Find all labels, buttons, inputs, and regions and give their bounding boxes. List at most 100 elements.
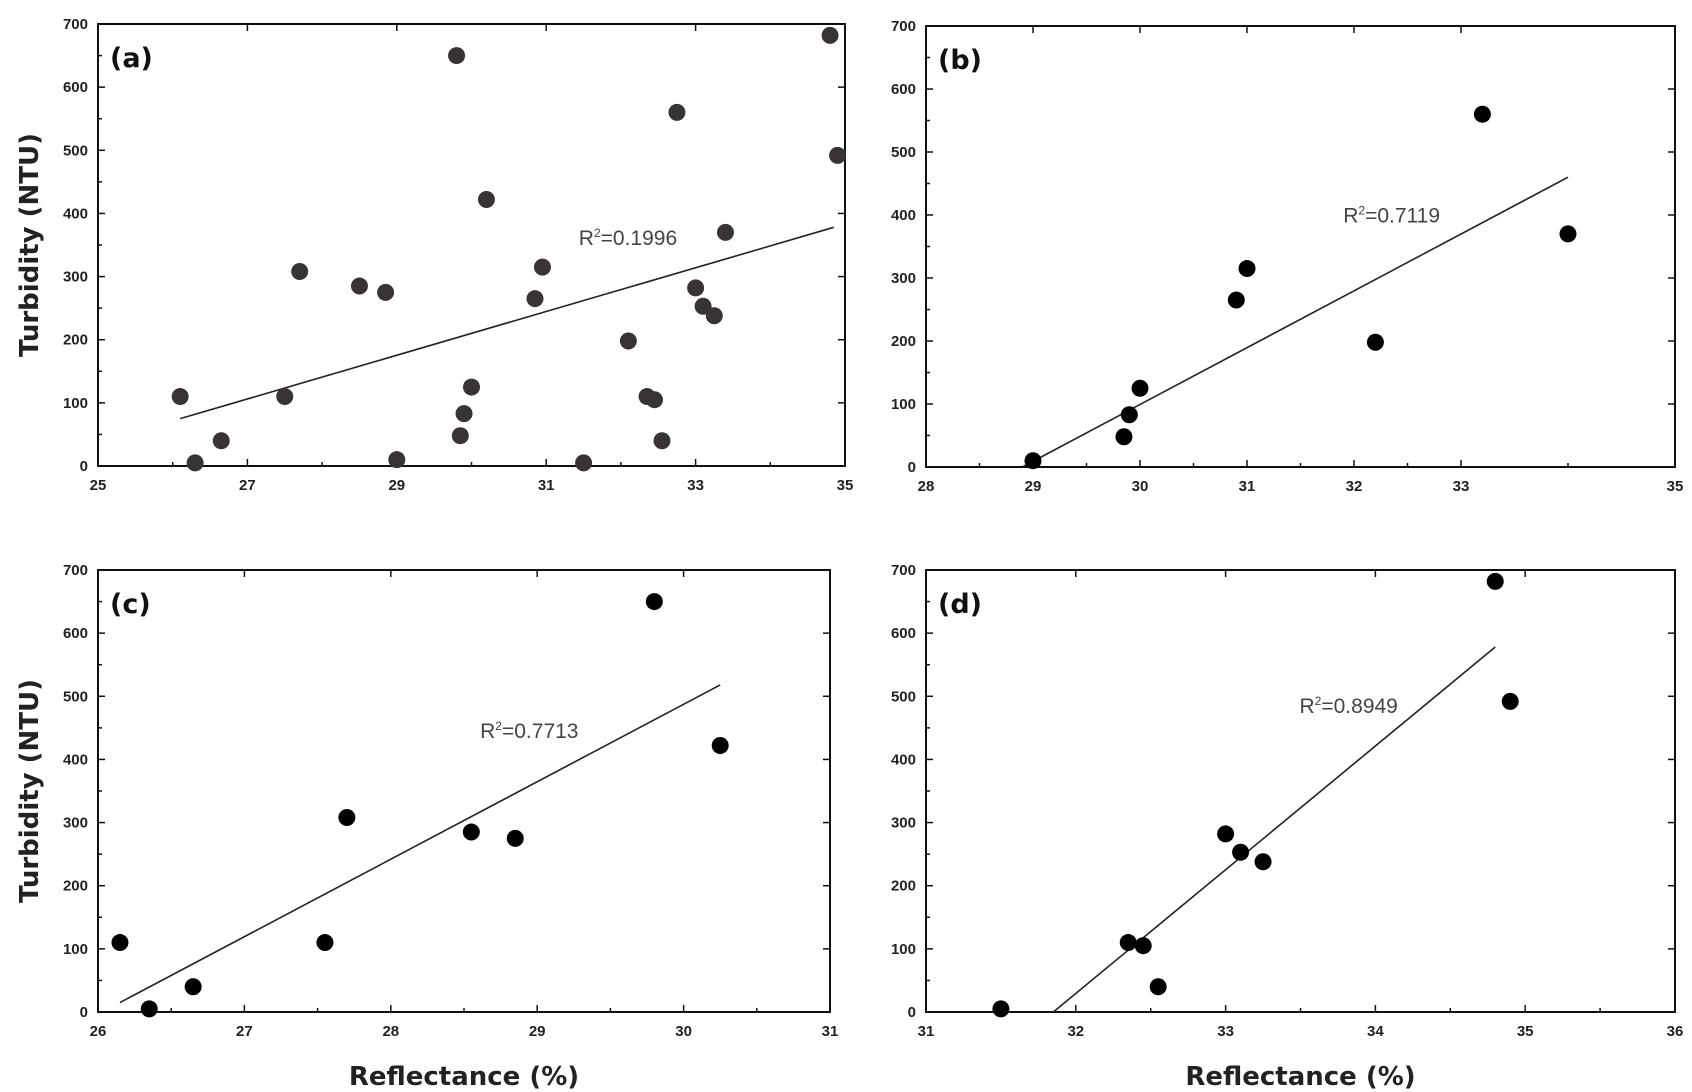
x-tick-label: 33 xyxy=(1217,1023,1234,1040)
regression-line xyxy=(1021,176,1569,468)
data-point xyxy=(694,297,712,315)
y-tick-label: 200 xyxy=(891,878,916,895)
x-tick-label: 29 xyxy=(1025,478,1042,495)
x-tick-label: 25 xyxy=(90,477,107,494)
y-tick-label: 300 xyxy=(891,815,916,832)
y-tick-label: 400 xyxy=(891,207,916,224)
y-tick-label: 0 xyxy=(908,459,916,476)
y-tick-label: 100 xyxy=(63,941,88,958)
y-tick-label: 600 xyxy=(891,81,916,98)
data-point xyxy=(687,279,705,297)
r-squared-label: R2=0.7119 xyxy=(1343,203,1440,227)
x-tick-label: 30 xyxy=(1132,478,1149,495)
data-point xyxy=(1254,853,1272,871)
x-tick-label: 33 xyxy=(687,477,704,494)
data-point xyxy=(388,451,406,469)
data-point xyxy=(506,829,524,847)
data-point xyxy=(276,388,294,406)
data-point xyxy=(338,809,356,827)
data-point xyxy=(1232,843,1250,861)
y-tick-label: 300 xyxy=(63,815,88,832)
x-axis-title: Reflectance (%) xyxy=(1185,1062,1415,1092)
y-tick-label: 700 xyxy=(63,562,88,579)
y-tick-label: 400 xyxy=(891,751,916,768)
panel-a: 0 100 200 300 400 500 600 700 25 27 29 31 33 35 (a) R2=… xyxy=(15,16,853,494)
x-tick-label: 27 xyxy=(239,477,256,494)
data-point xyxy=(646,391,664,409)
data-point xyxy=(316,934,334,952)
data-point xyxy=(477,191,495,209)
data-point xyxy=(111,934,129,952)
data-point xyxy=(455,405,473,423)
x-tick-label: 27 xyxy=(236,1023,253,1040)
data-point xyxy=(716,223,734,241)
y-tick-label: 100 xyxy=(63,395,88,412)
plot-frame xyxy=(97,23,846,467)
data-point xyxy=(140,1000,158,1018)
data-point xyxy=(377,283,395,301)
data-point xyxy=(1501,692,1519,710)
y-tick-label: 100 xyxy=(891,396,916,413)
panel-label: (a) xyxy=(110,43,153,74)
data-point xyxy=(575,454,593,472)
data-point xyxy=(668,103,686,121)
y-axis-title: Turbidity (NTU) xyxy=(15,133,45,357)
y-tick-label: 0 xyxy=(908,1004,916,1021)
data-point xyxy=(992,1000,1010,1018)
y-tick-label: 700 xyxy=(63,16,88,33)
panel-b: 0 100 200 300 400 500 600 700 28 29 30 31 32 33 35 (b) R… xyxy=(891,18,1683,495)
data-point xyxy=(463,378,480,396)
data-point xyxy=(184,978,202,996)
y-tick-label: 500 xyxy=(891,144,916,161)
data-point xyxy=(451,427,469,445)
x-tick-label: 35 xyxy=(1517,1023,1534,1040)
data-point xyxy=(533,258,551,276)
x-tick-label: 32 xyxy=(1346,478,1363,495)
data-point xyxy=(212,432,230,450)
data-point xyxy=(526,290,544,308)
panel-label: (b) xyxy=(938,45,982,76)
data-point xyxy=(350,277,368,295)
x-tick-label: 29 xyxy=(388,477,405,494)
data-point xyxy=(1024,452,1042,470)
x-tick-label: 35 xyxy=(1667,478,1684,495)
data-point xyxy=(821,26,839,44)
panel-label: (c) xyxy=(110,589,151,620)
data-point xyxy=(1120,406,1138,424)
x-tick-label: 34 xyxy=(1367,1023,1384,1040)
regression-line xyxy=(179,226,835,420)
x-tick-label: 33 xyxy=(1453,478,1470,495)
data-point xyxy=(1149,978,1167,996)
data-point xyxy=(186,454,204,472)
data-point xyxy=(705,307,723,325)
data-point xyxy=(171,388,189,406)
x-tick-label: 30 xyxy=(675,1023,692,1040)
x-tick-label: 29 xyxy=(529,1023,546,1040)
data-point xyxy=(462,823,480,841)
x-tick-label: 31 xyxy=(1239,478,1256,495)
r-squared-label: R2=0.8949 xyxy=(1300,694,1398,718)
y-tick-label: 500 xyxy=(63,142,88,159)
panel-label: (d) xyxy=(938,589,982,620)
y-tick-label: 100 xyxy=(891,941,916,958)
x-tick-label: 28 xyxy=(918,478,935,495)
data-point xyxy=(1119,934,1137,952)
data-point xyxy=(1134,937,1152,955)
data-point xyxy=(829,146,847,164)
data-point xyxy=(1115,428,1133,446)
data-point xyxy=(1366,333,1384,351)
y-tick-label: 500 xyxy=(891,688,916,705)
data-point xyxy=(653,432,671,450)
x-tick-label: 31 xyxy=(918,1023,935,1040)
y-tick-label: 200 xyxy=(891,333,916,350)
y-tick-label: 200 xyxy=(63,878,88,895)
y-tick-label: 600 xyxy=(891,625,916,642)
plot-frame xyxy=(925,569,1676,1013)
x-tick-label: 31 xyxy=(538,477,555,494)
y-tick-label: 300 xyxy=(63,269,88,286)
plot-frame xyxy=(925,25,1676,468)
data-point xyxy=(619,332,637,350)
y-tick-label: 600 xyxy=(63,79,88,96)
y-tick-label: 700 xyxy=(891,562,916,579)
